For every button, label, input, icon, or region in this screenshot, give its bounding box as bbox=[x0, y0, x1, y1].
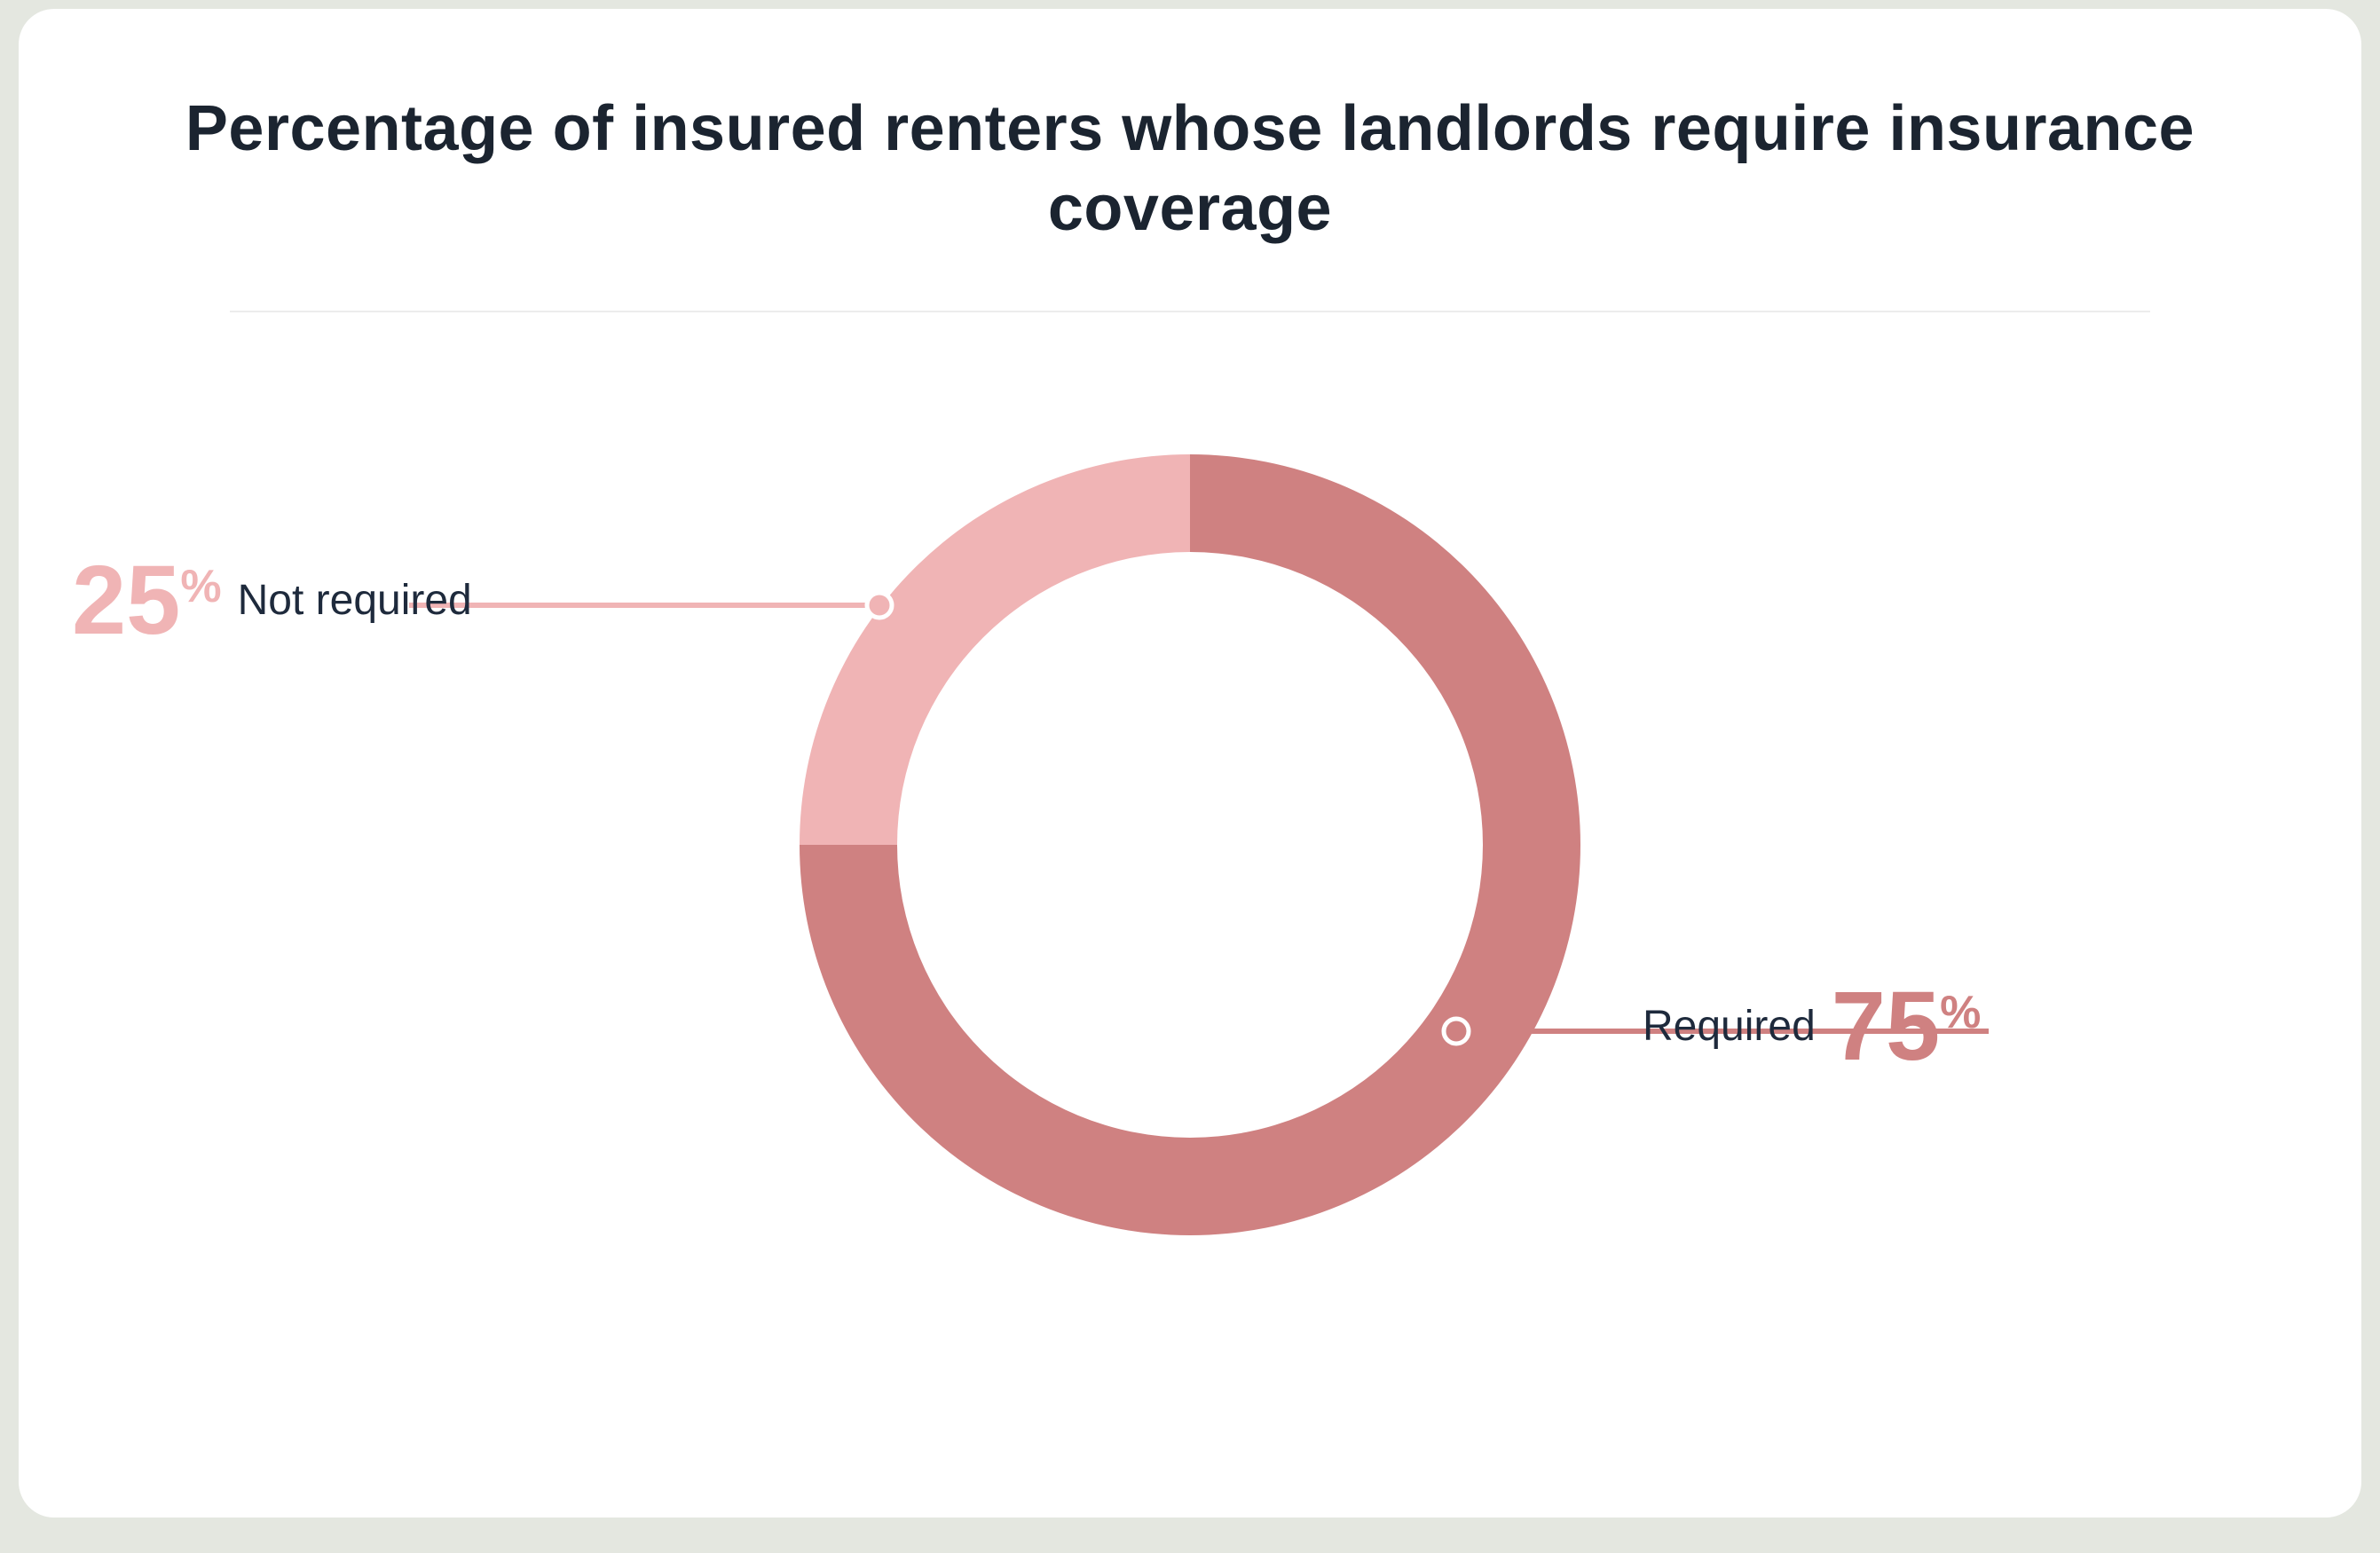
required-percent: 75% bbox=[1832, 978, 1982, 1076]
callout-not-required: 25% Not required bbox=[72, 552, 472, 650]
not-required-percent-number: 25 bbox=[72, 546, 180, 655]
leader-cap bbox=[1444, 1019, 1469, 1044]
callout-required: 75% Required bbox=[1643, 978, 1981, 1076]
percent-sign: % bbox=[180, 561, 221, 612]
required-percent-number: 75 bbox=[1832, 972, 1940, 1081]
chart-card: Percentage of insured renters whose land… bbox=[19, 9, 2361, 1518]
not-required-label: Not required bbox=[238, 576, 472, 625]
chart-area: 25% Not required 75% Required bbox=[19, 348, 2361, 1324]
not-required-percent: 25% bbox=[72, 552, 222, 650]
leader-cap bbox=[867, 593, 892, 618]
donut-chart-svg bbox=[19, 348, 2361, 1324]
chart-title: Percentage of insured renters whose land… bbox=[159, 89, 2220, 248]
percent-sign: % bbox=[1940, 987, 1981, 1038]
title-divider bbox=[230, 311, 2151, 312]
donut-segment-not_required bbox=[800, 454, 1190, 845]
required-label: Required bbox=[1643, 1002, 1816, 1051]
